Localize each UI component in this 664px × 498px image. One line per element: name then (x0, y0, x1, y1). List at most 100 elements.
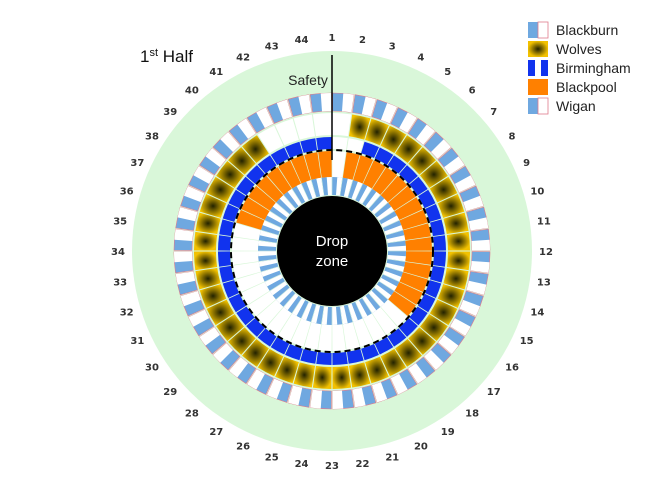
bar-wolves-game-33 (194, 251, 218, 271)
stripe-blackburn-game-37 (193, 166, 214, 184)
bar-wolves-game-17 (408, 327, 436, 355)
legend: Blackburn Wolves Birmingham Blackpool Wigan (528, 21, 631, 115)
bar-wolves-game-29 (216, 314, 245, 341)
bar-blackpool-game-34 (232, 237, 259, 251)
bar-blackpool-game-29 (248, 291, 276, 317)
tick-label-29: 29 (163, 387, 177, 398)
bar-blackpool-game-8 (394, 197, 423, 220)
stripe-wigan-game-35 (259, 230, 279, 240)
stripe-wigan-game-39 (279, 195, 296, 212)
stripe-blackburn-game-26 (247, 369, 265, 390)
legend-swatch-wigan (528, 98, 538, 114)
legend-swatch-blackburn (528, 22, 538, 38)
bar-wolves-game-9 (437, 194, 465, 218)
bar-wolves-game-36 (199, 194, 227, 218)
bar-wolves-game-20 (365, 356, 389, 384)
chart-title-suffix: st (149, 47, 158, 59)
bar-birmingham-game-34 (218, 235, 231, 251)
drop-zone-center (277, 196, 387, 306)
bar-birmingham-game-19 (374, 337, 394, 355)
bar-blackpool-game-13 (403, 261, 431, 279)
bar-birmingham-game-15 (418, 293, 436, 313)
bar-wolves-game-41 (257, 125, 284, 154)
stripe-blackburn-game-3 (380, 102, 398, 124)
bar-birmingham-game-22 (332, 352, 348, 365)
bar-wolves-game-4 (380, 125, 407, 154)
stripe-blackburn-game-17 (424, 349, 444, 370)
stripe-wigan-game-8 (381, 215, 400, 228)
bar-blackpool-game-18 (372, 307, 398, 335)
bar-birmingham-game-39 (246, 165, 265, 184)
legend-swatch-wigan-light (537, 97, 549, 115)
bar-wolves-game-21 (348, 362, 371, 388)
bar-blackpool-game-24 (304, 322, 322, 350)
legend-label-birmingham: Birmingham (556, 60, 631, 76)
bar-birmingham-game-7 (409, 176, 428, 196)
bar-wolves-game-30 (206, 299, 235, 326)
tick-label-22: 22 (355, 459, 369, 470)
tick-label-39: 39 (163, 107, 177, 118)
bar-wolves-game-18 (395, 338, 422, 367)
bar-blackpool-game-11 (405, 237, 432, 251)
bar-blackpool-game-15 (394, 282, 423, 305)
bar-blackpool-game-3 (353, 155, 374, 184)
stripe-wigan-game-17 (368, 290, 385, 307)
stripe-wigan-game-44 (326, 177, 332, 196)
drop-zone-line1: Drop (316, 233, 349, 250)
stripe-wigan-game-40 (287, 188, 302, 207)
tick-label-19: 19 (441, 427, 455, 438)
tick-label-23: 23 (325, 461, 339, 472)
bar-wolves-game-22 (332, 365, 352, 389)
stripe-blackburn-game-38 (205, 148, 226, 168)
bar-wolves-game-44 (312, 113, 332, 137)
stripe-wigan-game-7 (376, 206, 395, 221)
stripe-wigan-game-37 (267, 211, 285, 225)
stripe-blackburn-game-34 (174, 229, 194, 242)
stripe-blackburn-game-4 (399, 112, 417, 133)
tick-label-28: 28 (185, 409, 199, 420)
bar-birmingham-game-3 (361, 141, 379, 159)
bar-blackpool-game-25 (290, 318, 311, 347)
stripe-blackburn-game-42 (276, 99, 293, 120)
stripe-blackburn-game-19 (390, 373, 408, 395)
stripe-wigan-game-19 (355, 300, 368, 319)
tick-label-12: 12 (539, 247, 553, 258)
stripe-blackburn-game-7 (444, 156, 465, 175)
bar-blackpool-game-7 (388, 185, 416, 211)
bar-blackpool-game-20 (353, 318, 374, 347)
stripe-wigan-game-3 (351, 181, 363, 200)
stripe-wigan-game-13 (385, 262, 405, 272)
bar-blackpool-game-10 (403, 223, 431, 241)
bar-birmingham-game-2 (346, 138, 364, 154)
bar-blackpool-game-4 (363, 160, 386, 189)
stripe-blackburn-game-2 (361, 96, 376, 117)
stripe-blackburn-game-31 (180, 290, 201, 307)
bar-wolves-game-34 (194, 231, 218, 251)
bar-birmingham-game-28 (246, 318, 265, 337)
bar-birmingham-game-21 (346, 348, 364, 364)
bar-blackpool-game-17 (380, 299, 408, 327)
bar-wolves-game-38 (216, 161, 245, 188)
stripe-wigan-game-16 (374, 284, 392, 300)
bar-blackpool-game-26 (278, 313, 301, 342)
bar-blackpool-game-31 (236, 272, 265, 293)
stripe-wigan-game-36 (262, 220, 281, 232)
bar-birmingham-game-33 (218, 251, 231, 267)
bar-wolves-game-14 (437, 284, 465, 308)
bar-birmingham-game-25 (285, 343, 303, 361)
bar-birmingham-game-13 (429, 265, 445, 283)
tick-label-36: 36 (120, 187, 134, 198)
stripe-wigan-game-38 (272, 202, 290, 218)
tick-label-31: 31 (130, 336, 144, 347)
stripe-blackburn-game-14 (459, 299, 481, 317)
stripe-blackburn-game-32 (175, 271, 196, 285)
bar-wolves-game-42 (275, 118, 299, 146)
bar-blackpool-game-19 (363, 313, 386, 342)
bar-wolves-game-40 (242, 135, 269, 164)
bar-wolves-game-13 (443, 267, 469, 290)
bar-birmingham-game-38 (236, 176, 255, 196)
stripe-wigan-game-28 (276, 287, 293, 304)
legend-label-blackburn: Blackburn (556, 22, 618, 38)
bar-blackpool-game-14 (399, 272, 428, 293)
tick-label-8: 8 (509, 131, 516, 142)
